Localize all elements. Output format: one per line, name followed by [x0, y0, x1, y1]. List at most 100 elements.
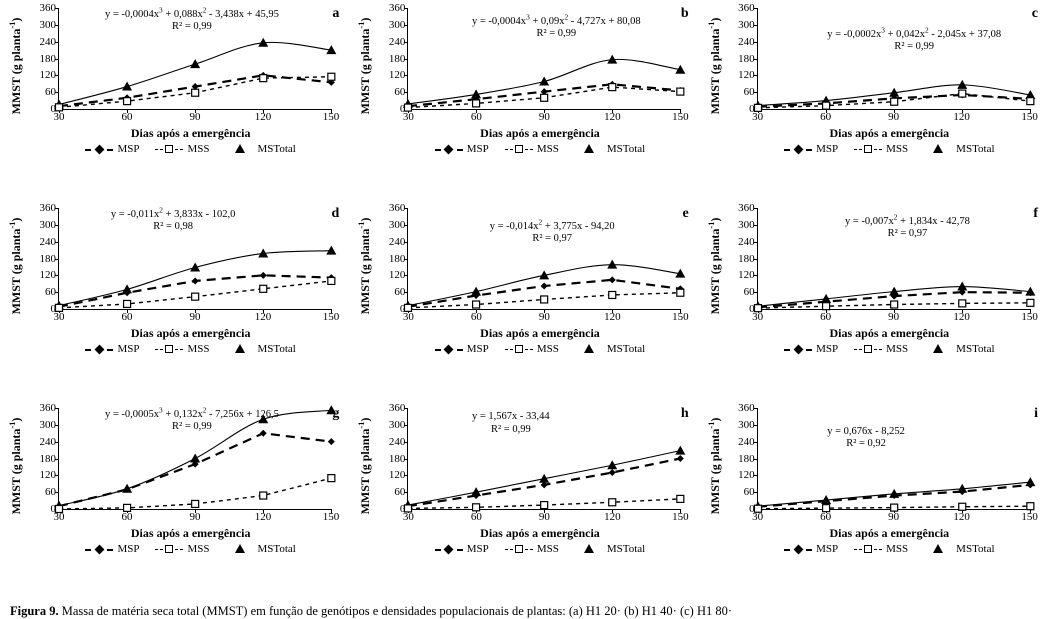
y-axis-label: MMST (g planta-1)	[8, 418, 24, 515]
equation-text: y = -0,0002x3 + 0,042x2 - 2,045x + 37,08	[827, 29, 1001, 40]
legend-label: MSTotal	[956, 543, 994, 555]
r2-text: R² = 0,97	[490, 233, 615, 245]
legend-label: MSP	[117, 343, 139, 355]
legend-item-mss: MSS	[155, 343, 209, 355]
r2-text: R² = 0,99	[827, 41, 1001, 53]
legend-item-mss: MSS	[854, 543, 908, 555]
y-axis-label: MMST (g planta-1)	[8, 18, 24, 115]
legend: MSP MSS MSTotal	[739, 543, 1040, 555]
r2-text: R² = 0,98	[111, 221, 236, 233]
diamond-icon	[444, 544, 454, 554]
r2-text: R² = 0,99	[472, 424, 550, 436]
open-square-icon	[515, 545, 523, 553]
legend-swatch	[435, 544, 463, 554]
legend: MSPMSSMSTotal	[389, 543, 690, 555]
triangle-icon	[584, 344, 594, 353]
y-axis-label: MMST (g planta-1)	[707, 418, 723, 515]
legend-label: MSS	[187, 143, 209, 155]
legend-label: MSS	[187, 543, 209, 555]
legend-item-mst: MSTotal	[575, 543, 645, 555]
legend-swatch	[505, 344, 533, 354]
triangle-icon	[933, 544, 943, 553]
diamond-icon	[444, 344, 454, 354]
legend-label: MSTotal	[607, 343, 645, 355]
legend-item-mss: MSS	[854, 143, 908, 155]
legend-item-mst: MSTotal	[575, 143, 645, 155]
r2-text: R² = 0,99	[105, 421, 279, 433]
panel-a: aMMST (g planta-1)0601201802403003603060…	[0, 0, 349, 200]
legend: MSPMSSMSTotal	[389, 343, 690, 355]
legend-swatch	[505, 144, 533, 154]
panel-e: eMMST (g planta-1)0601201802403003603060…	[349, 200, 698, 400]
legend-swatch	[924, 144, 952, 154]
legend-label: MSP	[467, 343, 489, 355]
legend-item-mss: MSS	[505, 543, 559, 555]
plot-wrap: MMST (g planta-1)06012018024030036030609…	[389, 204, 684, 328]
x-axis-label: Dias após a emergência	[739, 326, 1040, 341]
legend: MSP MSS MSTotal	[40, 343, 341, 355]
legend-label: MSP	[117, 543, 139, 555]
triangle-icon	[235, 144, 245, 153]
legend: MSPMSSMSTotal	[739, 143, 1040, 155]
equation-label: y = 1,567x - 33,44R² = 0,99	[472, 411, 550, 435]
legend-swatch	[85, 144, 113, 154]
legend-item-mst: MSTotal	[924, 343, 994, 355]
legend: MSP MSS MSTotal	[40, 543, 341, 555]
legend-swatch	[924, 544, 952, 554]
legend-swatch	[854, 144, 882, 154]
y-axis-label: MMST (g planta-1)	[357, 218, 373, 315]
open-square-icon	[515, 145, 523, 153]
r2-text: R² = 0,97	[845, 228, 970, 240]
open-square-icon	[165, 345, 173, 353]
legend-swatch	[226, 344, 254, 354]
diamond-icon	[793, 544, 803, 554]
panel-d: dMMST (g planta-1)0601201802403003603060…	[0, 200, 349, 400]
legend-swatch	[85, 344, 113, 354]
legend-label: MSP	[117, 143, 139, 155]
legend-swatch	[575, 544, 603, 554]
x-axis-label: Dias após a emergência	[739, 526, 1040, 541]
legend: MSPMSSMSTotal	[389, 143, 690, 155]
panel-letter: i	[1034, 406, 1038, 422]
legend-item-msp: MSP	[85, 343, 139, 355]
legend-label: MSTotal	[956, 143, 994, 155]
plot-svg	[758, 8, 1030, 109]
plot-wrap: MMST (g planta-1)06012018024030036030609…	[40, 204, 335, 328]
legend-label: MSTotal	[956, 343, 994, 355]
legend-label: MSTotal	[258, 543, 296, 555]
equation-text: y = -0,011x2 + 3,833x - 102,0	[111, 209, 236, 220]
legend-swatch	[854, 344, 882, 354]
y-axis-label: MMST (g planta-1)	[707, 18, 723, 115]
legend-label: MSP	[816, 543, 838, 555]
legend-swatch	[155, 344, 183, 354]
legend-label: MSP	[816, 343, 838, 355]
legend-label: MSS	[886, 543, 908, 555]
panel-f: fMMST (g planta-1)0601201802403003603060…	[699, 200, 1048, 400]
legend-swatch	[784, 344, 812, 354]
equation-text: y = 0,676x - 8,252	[827, 426, 905, 437]
panel-letter: f	[1033, 206, 1038, 222]
legend-swatch	[435, 144, 463, 154]
legend-item-mst: MSTotal	[226, 543, 296, 555]
legend-label: MSP	[467, 143, 489, 155]
diamond-icon	[444, 144, 454, 154]
legend-item-mst: MSTotal	[226, 143, 296, 155]
equation-label: y = -0,0005x3 + 0,132x2 - 7,256x + 126,5…	[105, 406, 279, 433]
legend-swatch	[784, 144, 812, 154]
panel-h: hMMST (g planta-1)0601201802403003603060…	[349, 400, 698, 600]
legend-swatch	[575, 144, 603, 154]
y-axis-label: MMST (g planta-1)	[8, 218, 24, 315]
panel-b: bMMST (g planta-1)0601201802403003603060…	[349, 0, 698, 200]
legend-item-msp: MSP	[784, 543, 838, 555]
caption-prefix: Figura 9.	[10, 604, 59, 618]
x-axis-label: Dias após a emergência	[389, 326, 690, 341]
y-axis-label: MMST (g planta-1)	[707, 218, 723, 315]
legend-swatch	[505, 544, 533, 554]
legend-label: MSTotal	[258, 143, 296, 155]
triangle-icon	[584, 544, 594, 553]
legend-label: MSTotal	[258, 343, 296, 355]
legend-item-mst: MSTotal	[924, 143, 994, 155]
triangle-icon	[584, 144, 594, 153]
equation-text: y = -0,007x2 + 1,834x - 42,78	[845, 216, 970, 227]
panel-i: iMMST (g planta-1)0601201802403003603060…	[699, 400, 1048, 600]
